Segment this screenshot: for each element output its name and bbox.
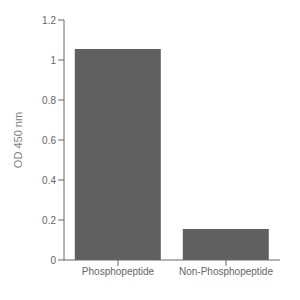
- svg-text:1: 1: [50, 55, 56, 66]
- svg-text:Phosphopeptide: Phosphopeptide: [82, 266, 155, 277]
- svg-text:0.4: 0.4: [42, 175, 56, 186]
- svg-text:1.2: 1.2: [42, 15, 56, 26]
- svg-text:Non-Phosphopeptide: Non-Phosphopeptide: [179, 266, 273, 277]
- svg-text:0.2: 0.2: [42, 215, 56, 226]
- svg-text:0.8: 0.8: [42, 95, 56, 106]
- svg-text:OD 450 nm: OD 450 nm: [12, 112, 24, 168]
- svg-text:0.6: 0.6: [42, 135, 56, 146]
- svg-text:0: 0: [50, 255, 56, 266]
